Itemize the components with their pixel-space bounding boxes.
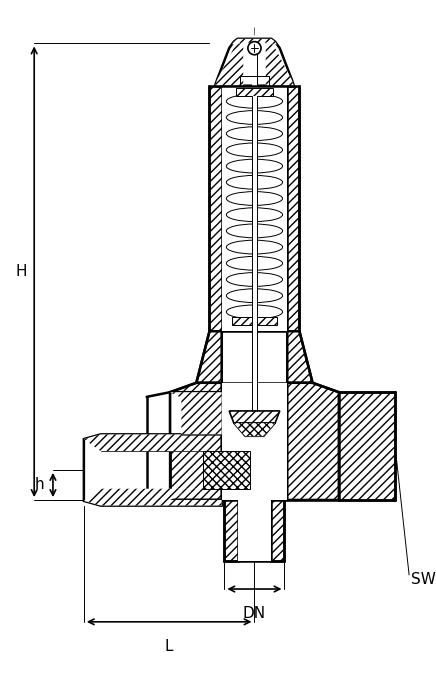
Bar <box>236 88 273 96</box>
Polygon shape <box>215 38 294 85</box>
Polygon shape <box>271 500 284 561</box>
Polygon shape <box>209 85 221 331</box>
Circle shape <box>248 41 261 55</box>
Text: SW: SW <box>411 572 436 587</box>
Polygon shape <box>229 411 280 423</box>
Polygon shape <box>84 489 221 505</box>
Bar <box>238 500 271 561</box>
Polygon shape <box>287 331 313 383</box>
Polygon shape <box>84 392 221 452</box>
Bar <box>252 325 257 411</box>
Polygon shape <box>215 43 243 85</box>
Polygon shape <box>266 43 294 85</box>
Polygon shape <box>196 331 221 383</box>
Text: L: L <box>165 638 174 654</box>
Bar <box>203 452 250 489</box>
Bar <box>339 392 395 500</box>
Polygon shape <box>234 423 275 436</box>
Text: H: H <box>15 264 27 279</box>
Bar <box>221 383 287 500</box>
Polygon shape <box>287 85 300 331</box>
Bar <box>252 48 257 85</box>
Polygon shape <box>234 423 275 436</box>
Polygon shape <box>225 500 238 561</box>
Bar <box>252 96 257 325</box>
Text: h: h <box>35 477 44 493</box>
Bar <box>221 85 287 331</box>
Polygon shape <box>287 383 339 500</box>
Polygon shape <box>170 383 221 500</box>
Text: DN: DN <box>243 606 266 621</box>
Bar <box>232 317 277 325</box>
Polygon shape <box>84 392 221 505</box>
Polygon shape <box>232 38 277 44</box>
